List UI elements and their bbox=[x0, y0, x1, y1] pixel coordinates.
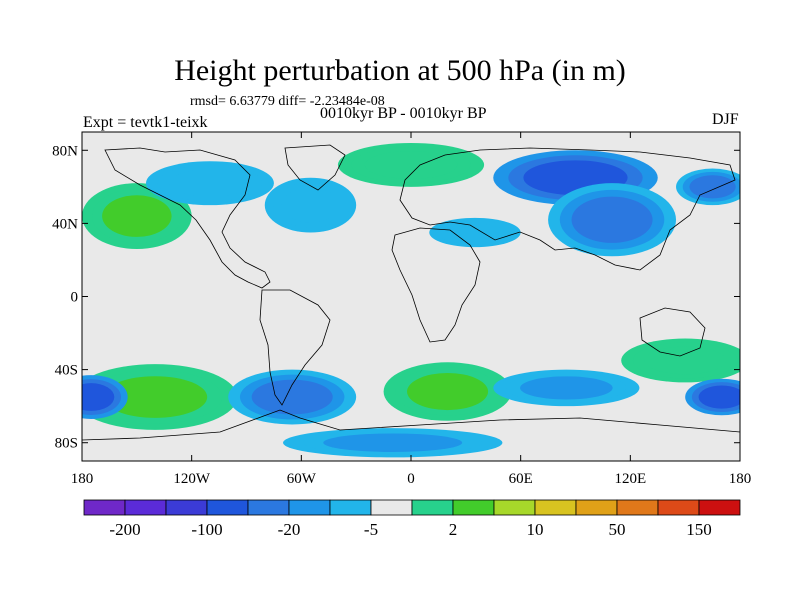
coastline-antarctica bbox=[82, 409, 740, 441]
field-contour-14-1 bbox=[698, 385, 740, 409]
colorbar-label: 50 bbox=[609, 520, 626, 539]
coastlines bbox=[82, 144, 740, 441]
colorbar-swatch bbox=[411, 499, 454, 516]
coastline-australia bbox=[639, 307, 706, 357]
field-contour-2-1 bbox=[281, 187, 340, 223]
lat-tick-label: 80S bbox=[55, 436, 78, 452]
lon-tick-label: 180 bbox=[729, 471, 752, 487]
longitude-axis: 180 120W 60W 0 60E 120E 180 bbox=[71, 132, 752, 487]
lat-tick-label: 40S bbox=[55, 363, 78, 379]
lon-tick-label: 120W bbox=[173, 471, 211, 487]
lon-tick-label: 0 bbox=[407, 471, 415, 487]
lon-tick-label: 120E bbox=[614, 471, 646, 487]
colorbar-swatch bbox=[698, 499, 741, 516]
experiment-label: Expt = tevtk1-teixk bbox=[83, 114, 208, 131]
colorbar-swatch bbox=[575, 499, 618, 516]
colorbar-label: -200 bbox=[109, 520, 140, 539]
lon-tick-label: 60E bbox=[509, 471, 533, 487]
colorbar-swatch bbox=[206, 499, 249, 516]
lat-tick-label: 80N bbox=[52, 143, 78, 159]
colorbar-swatch bbox=[83, 499, 126, 516]
field-contour-0-1 bbox=[102, 195, 172, 237]
colorbar-label: -100 bbox=[191, 520, 222, 539]
colorbar-swatch bbox=[370, 499, 413, 516]
field-contour-7-1 bbox=[689, 175, 736, 199]
colorbar-label: -5 bbox=[364, 520, 378, 539]
colorbar-swatch bbox=[165, 499, 208, 516]
field-contour-9-1 bbox=[82, 383, 115, 411]
colorbar-label: 2 bbox=[449, 520, 458, 539]
colorbar: -200 -100 -20 -5 2 10 50 150 bbox=[83, 499, 741, 539]
colorbar-label: 10 bbox=[527, 520, 544, 539]
period-label: 0010kyr BP - 0010kyr BP bbox=[320, 105, 487, 122]
field-contours bbox=[82, 142, 740, 458]
stats-line: rmsd= 6.63779 diff= -2.23484e-08 bbox=[190, 94, 385, 109]
coastline-eurasia bbox=[399, 147, 736, 271]
field-contour-13-1 bbox=[644, 346, 726, 375]
field-contour-6-1 bbox=[571, 196, 653, 243]
field-contour-15-1 bbox=[323, 433, 463, 452]
coastline-africa bbox=[391, 227, 481, 343]
field-layer bbox=[82, 132, 740, 461]
colorbar-swatch bbox=[288, 499, 331, 516]
colorbar-swatch bbox=[329, 499, 372, 516]
field-contour-10-1 bbox=[251, 379, 333, 415]
colorbar-swatch bbox=[452, 499, 495, 516]
colorbar-label: 150 bbox=[686, 520, 712, 539]
field-contour-11-1 bbox=[407, 373, 489, 411]
colorbar-label: -20 bbox=[278, 520, 301, 539]
field-contour-4-1 bbox=[446, 223, 504, 242]
colorbar-swatch bbox=[657, 499, 700, 516]
lon-tick-label: 60W bbox=[287, 471, 317, 487]
coastline-greenland bbox=[284, 144, 346, 191]
season-label: DJF bbox=[712, 111, 739, 128]
colorbar-swatch bbox=[534, 499, 577, 516]
field-contour-3-1 bbox=[364, 151, 458, 179]
field-contour-12-1 bbox=[520, 376, 613, 400]
lat-tick-label: 0 bbox=[71, 290, 79, 306]
coastline-north-america bbox=[104, 147, 271, 289]
colorbar-swatch bbox=[247, 499, 290, 516]
colorbar-swatch bbox=[616, 499, 659, 516]
latitude-axis: 80N 40N 0 40S 80S bbox=[52, 143, 740, 452]
plot-title: Height perturbation at 500 hPa (in m) bbox=[174, 54, 626, 87]
lat-tick-label: 40N bbox=[52, 216, 78, 232]
coastline-south-america bbox=[259, 289, 331, 406]
colorbar-swatch bbox=[493, 499, 536, 516]
field-contour-1-1 bbox=[169, 169, 251, 198]
field-contour-8-1 bbox=[103, 376, 208, 418]
colorbar-swatch bbox=[124, 499, 167, 516]
lon-tick-label: 180 bbox=[71, 471, 94, 487]
